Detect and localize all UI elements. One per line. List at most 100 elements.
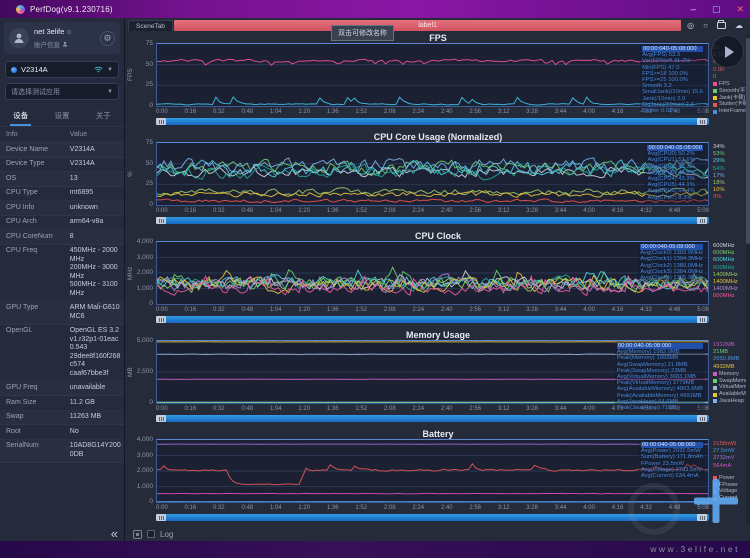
x-tick-label: 1:52 bbox=[355, 109, 368, 115]
slider-handle-left[interactable] bbox=[156, 316, 166, 323]
x-tick-label: 2:08 bbox=[383, 505, 396, 511]
slider-track[interactable] bbox=[156, 415, 709, 422]
app-select[interactable]: 请选择测试应用 ▼ bbox=[5, 83, 119, 100]
legend-label: InterFrame bbox=[719, 108, 746, 115]
x-tick-label: 4:00 bbox=[583, 109, 595, 115]
slider-handle-right[interactable] bbox=[697, 217, 707, 224]
user-badge-icon: ⊙ bbox=[66, 30, 72, 36]
current-value: 27.5mW bbox=[713, 448, 735, 455]
time-range-slider[interactable] bbox=[156, 512, 709, 525]
time-range-slider[interactable] bbox=[156, 215, 709, 228]
slider-handle-right[interactable] bbox=[697, 415, 707, 422]
tab-device[interactable]: 设备 bbox=[10, 108, 32, 126]
y-tick-label: 0 bbox=[149, 498, 153, 505]
x-tick-label: 1:04 bbox=[269, 406, 282, 412]
target-icon[interactable]: ◎ bbox=[687, 20, 695, 30]
y-tick-label: 2,500 bbox=[136, 368, 153, 375]
x-tick-label: 2:56 bbox=[469, 208, 482, 214]
tab-about[interactable]: 关于 bbox=[95, 111, 111, 120]
info-cell: CPU CoreNum bbox=[6, 232, 53, 240]
maximize-button[interactable]: ▢ bbox=[711, 3, 721, 14]
chart-legend: FPSSmooth(平滑度)Jank(卡顿)Stutter(卡顿率)InterF… bbox=[713, 81, 750, 115]
vertical-scrollbar[interactable] bbox=[746, 34, 750, 525]
slider-track[interactable] bbox=[156, 316, 709, 323]
y-axis-label: FPS bbox=[127, 68, 134, 82]
chevron-down-icon: ▼ bbox=[107, 88, 113, 95]
cloud-icon[interactable]: ☁ bbox=[735, 20, 743, 30]
x-tick-label: 1:20 bbox=[298, 109, 311, 115]
series-clock7 bbox=[157, 276, 708, 296]
x-tick-label: 4:00 bbox=[583, 505, 595, 511]
marker-icon[interactable]: ○ bbox=[703, 20, 708, 30]
current-value: 0.00 bbox=[713, 66, 725, 73]
chart-right-column: 2158mW 27.5mW 3732mV 564mA Power FPower Voltag… bbox=[709, 439, 749, 503]
y-tick-label: 3,000 bbox=[136, 253, 153, 261]
user-card[interactable]: net 3elife ⊙ 账户信息 ⚙ bbox=[4, 22, 120, 54]
current-value: 564mA bbox=[713, 462, 732, 469]
settings-gear-button[interactable]: ⚙ bbox=[100, 30, 115, 46]
legend-item: Memory bbox=[713, 371, 749, 378]
value-cell: ARM Mali-G610 MC6 bbox=[69, 304, 120, 320]
chart-plot[interactable]: 00:00:040-05:08:000 Avg(FPS) 53.3 Var(FPS)… bbox=[156, 43, 709, 116]
value-cell: 10AD8G14Y2000DB bbox=[69, 442, 121, 458]
slider-handle-right[interactable] bbox=[697, 316, 707, 323]
y-tick-label: 4,000 bbox=[136, 436, 153, 443]
slider-track[interactable] bbox=[156, 514, 709, 521]
value-cell: arm64-v8a bbox=[69, 218, 104, 225]
play-button[interactable] bbox=[711, 35, 744, 68]
table-row: CPU Info unknown bbox=[0, 201, 124, 216]
time-range-slider[interactable] bbox=[156, 116, 709, 129]
log-row: Log bbox=[125, 527, 750, 541]
minimize-button[interactable]: – bbox=[690, 3, 696, 14]
scrollbar-thumb[interactable] bbox=[746, 38, 750, 245]
x-tick-label: 1:52 bbox=[355, 505, 368, 511]
slider-handle-left[interactable] bbox=[156, 514, 166, 521]
chart-plot[interactable]: 00:00:040-05:08:000 Avg(Memory) 1982.0MB P… bbox=[156, 340, 709, 413]
current-value: 1400MHz bbox=[713, 286, 738, 293]
device-select[interactable]: V2314A ▼ bbox=[5, 61, 119, 78]
account-info-link[interactable]: 账户信息 bbox=[34, 42, 60, 49]
slider-track[interactable] bbox=[156, 118, 709, 125]
x-tick-label: 5:08 bbox=[697, 307, 709, 313]
window-title: PerfDog(v9.1.230716) bbox=[30, 4, 113, 14]
x-tick-label: 2:40 bbox=[440, 208, 453, 214]
x-tick-label: 0:48 bbox=[241, 208, 254, 214]
x-tick-label: 2:08 bbox=[383, 307, 396, 313]
info-cell: Device Type bbox=[6, 160, 45, 167]
chart-plot[interactable]: 00:00:040-05:08:000 Avg(CPU0) 50.2% Avg(CP… bbox=[156, 142, 709, 206]
slider-track[interactable] bbox=[156, 217, 709, 224]
slider-handle-left[interactable] bbox=[156, 118, 166, 125]
sidebar-collapse-button[interactable]: « bbox=[110, 526, 118, 541]
stop-icon[interactable] bbox=[133, 529, 142, 539]
slider-handle-right[interactable] bbox=[697, 118, 707, 125]
x-tick-label: 2:08 bbox=[383, 208, 396, 214]
tab-settings[interactable]: 设置 bbox=[54, 111, 70, 120]
x-tick-label: 1:36 bbox=[326, 109, 339, 115]
scene-tab[interactable]: SceneTab bbox=[128, 20, 173, 31]
table-row: OpenGL OpenGL ES 3.2 v1.r32p1-01eac0.543 … bbox=[0, 325, 124, 382]
x-tick-label: 0:00 bbox=[156, 109, 168, 115]
x-tick-label: 3:28 bbox=[526, 307, 538, 313]
slider-handle-left[interactable] bbox=[156, 415, 166, 422]
slider-handle-right[interactable] bbox=[697, 514, 707, 521]
chart-plot[interactable]: 00:00:040-05:08:000 Avg(Power) 2032.5mW Su… bbox=[156, 439, 709, 503]
slider-handle-left[interactable] bbox=[156, 217, 166, 224]
time-range-slider[interactable] bbox=[156, 413, 709, 426]
log-checkbox[interactable] bbox=[147, 530, 155, 538]
legend-label: Jank(卡顿) bbox=[719, 94, 746, 101]
x-tick-label: 1:52 bbox=[355, 406, 368, 412]
chart-panel-fps: FPS FPS 75 50 25 0 00:00:040-05:08:000 Avg(FPS)… bbox=[125, 32, 750, 131]
legend-swatch-icon bbox=[713, 476, 717, 481]
time-range-slider[interactable] bbox=[156, 314, 709, 327]
x-tick-label: 2:24 bbox=[412, 307, 425, 313]
series-cpu3 bbox=[157, 164, 708, 180]
legend-item: InterFrame bbox=[713, 108, 749, 115]
current-value: 21MB bbox=[713, 349, 729, 356]
chart-plot[interactable]: 00:00:040-05:08:000 Avg(Clock0) 1393.0MHz… bbox=[156, 241, 709, 305]
table-row: CPU CoreNum 8 bbox=[0, 230, 124, 245]
close-button[interactable]: ✕ bbox=[736, 3, 744, 14]
legend-swatch-icon bbox=[713, 489, 717, 494]
scene-label-tab[interactable]: label1 bbox=[173, 20, 682, 31]
folder-icon[interactable] bbox=[717, 19, 726, 31]
wifi-icon bbox=[94, 66, 103, 73]
